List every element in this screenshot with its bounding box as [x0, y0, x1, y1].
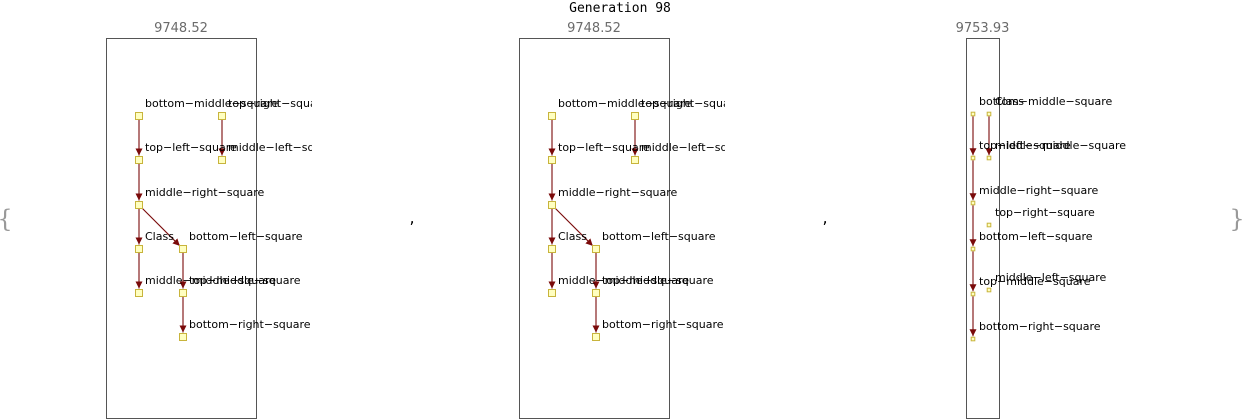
node-label-mls: middle−left−square: [228, 141, 340, 154]
node-label-trs: top−right−square: [228, 97, 328, 110]
node-label-mrs: middle−right−square: [145, 186, 265, 199]
node-brs: [970, 336, 976, 342]
node-tms: [592, 289, 600, 297]
node-cls: [986, 111, 992, 117]
node-bms: [970, 111, 976, 117]
node-label-bls: bottom−left−square: [189, 230, 303, 243]
node-label-mrs: middle−right−square: [558, 186, 678, 199]
node-mms: [135, 289, 143, 297]
node-label-brs: bottom−right−square: [189, 318, 311, 331]
node-mls: [218, 156, 226, 164]
node-mls: [631, 156, 639, 164]
separator-comma-2: ,: [822, 208, 827, 227]
node-label-cls: Class: [145, 230, 174, 243]
node-label-mms: middle−middle−square: [995, 139, 1126, 152]
node-label-bls: bottom−left−square: [602, 230, 716, 243]
open-brace: {: [0, 205, 13, 233]
node-mrs: [548, 201, 556, 209]
node-label-tls: top−left−square: [145, 141, 237, 154]
node-cls: [548, 245, 556, 253]
node-mrs: [135, 201, 143, 209]
node-label-tls: top−left−square: [979, 139, 1071, 152]
node-trs: [631, 112, 639, 120]
node-label-mls: middle−left−square: [641, 141, 753, 154]
node-bms: [135, 112, 143, 120]
node-brs: [179, 333, 187, 341]
network-panel-1: 9748.52 bottom−middle−squaretop−right−squ…: [106, 21, 340, 419]
node-bls: [179, 245, 187, 253]
node-trs: [986, 222, 992, 228]
node-label-brs: bottom−right−square: [602, 318, 724, 331]
node-label-mms: middle−middle−square: [558, 274, 689, 287]
generation-title: Generation 98: [569, 1, 671, 16]
node-label-mls: middle−left−square: [995, 271, 1107, 284]
node-label-trs: top−right−square: [641, 97, 741, 110]
node-mrs: [970, 200, 976, 206]
panel-score: 9748.52: [567, 21, 621, 36]
panel-score: 9753.93: [956, 21, 1010, 36]
node-label-tms: top−middle−square: [189, 274, 301, 287]
node-tms: [970, 291, 976, 297]
node-cls: [135, 245, 143, 253]
panel-score: 9748.52: [154, 21, 208, 36]
node-bms: [548, 112, 556, 120]
node-mls: [986, 287, 992, 293]
node-label-mms: middle−middle−square: [145, 274, 276, 287]
node-label-bms: bottom−middle−square: [558, 97, 691, 110]
panel-frame: [519, 38, 670, 419]
node-label-tms: top−middle−square: [979, 275, 1091, 288]
node-label-tms: top−middle−square: [602, 274, 714, 287]
node-label-bms: bottom−middle−square: [145, 97, 278, 110]
node-label-cls: Class: [558, 230, 587, 243]
node-label-brs: bottom−right−square: [979, 320, 1101, 333]
node-bls: [592, 245, 600, 253]
node-label-bls: bottom−left−square: [979, 230, 1093, 243]
edge-mrs-bls: [141, 207, 181, 247]
node-label-mrs: middle−right−square: [979, 184, 1099, 197]
node-tls: [135, 156, 143, 164]
network-panel-2: 9748.52 bottom−middle−squaretop−right−squ…: [519, 21, 753, 419]
node-trs: [218, 112, 226, 120]
network-panels: 9748.52bottom−middle−squaretop−right−squ…: [106, 21, 1126, 419]
node-bls: [970, 246, 976, 252]
close-brace: }: [1229, 205, 1242, 233]
panel-frame: [966, 38, 1000, 419]
node-label-cls: Class: [995, 95, 1024, 108]
node-tms: [179, 289, 187, 297]
node-brs: [592, 333, 600, 341]
edge-mrs-bls: [554, 207, 594, 247]
node-label-trs: top−right−square: [995, 206, 1095, 219]
panel-frame: [106, 38, 257, 419]
node-label-bms: bottom−middle−square: [979, 95, 1112, 108]
node-label-tls: top−left−square: [558, 141, 650, 154]
separator-comma-1: ,: [409, 208, 414, 227]
node-mms: [986, 155, 992, 161]
node-tls: [548, 156, 556, 164]
node-tls: [970, 155, 976, 161]
node-mms: [548, 289, 556, 297]
